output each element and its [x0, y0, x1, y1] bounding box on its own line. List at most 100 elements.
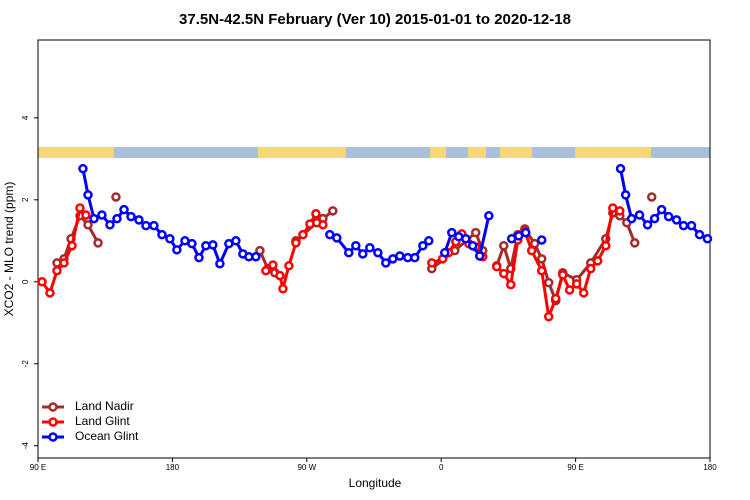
data-point [365, 243, 375, 253]
legend-label: Land Nadir [75, 399, 134, 413]
data-point [585, 263, 596, 274]
data-point [231, 236, 241, 246]
data-point [526, 245, 537, 256]
data-point [615, 206, 625, 216]
data-point [520, 227, 531, 238]
data-point [395, 251, 405, 261]
data-point [558, 270, 568, 280]
data-point [629, 238, 640, 248]
legend-label: Ocean Glint [75, 429, 139, 443]
y-tick-label: 0 [21, 279, 30, 284]
data-point [111, 192, 121, 202]
data-point [440, 247, 450, 258]
data-point [381, 258, 391, 268]
data-point [37, 277, 47, 287]
data-point [467, 240, 478, 251]
data-point [344, 247, 354, 258]
data-point [83, 190, 93, 200]
data-point [119, 204, 129, 215]
legend-marker [48, 417, 58, 427]
data-point [67, 240, 77, 251]
data-point [543, 277, 554, 288]
data-point [251, 252, 261, 262]
data-point [686, 220, 697, 231]
x-tick-label: 90 W [297, 463, 316, 472]
y-tick-label: 4 [21, 115, 30, 120]
data-point [536, 265, 547, 276]
chart-title: 37.5N-42.5N February (Ver 10) 2015-01-01… [179, 11, 571, 28]
data-point [93, 238, 103, 248]
data-point [328, 206, 338, 216]
data-point [601, 240, 611, 251]
data-point [112, 213, 122, 224]
x-axis-label: Longitude [349, 476, 402, 490]
data-point [484, 211, 494, 221]
data-point [620, 190, 631, 200]
data-point [284, 261, 294, 271]
data-point [410, 252, 420, 263]
data-point [506, 279, 516, 290]
data-point [97, 210, 107, 220]
legend-label: Land Glint [75, 414, 130, 428]
x-tick-label: 90 E [30, 463, 46, 472]
y-tick-label: 2 [21, 197, 30, 202]
data-point [571, 279, 582, 289]
data-point [126, 211, 136, 222]
data-point [89, 213, 99, 224]
data-point [275, 270, 285, 281]
map-strip [38, 147, 710, 158]
data-point [52, 265, 62, 276]
data-point [194, 252, 204, 263]
data-point [318, 220, 328, 230]
data-point [671, 215, 682, 225]
y-tick-label: -4 [21, 442, 30, 450]
data-point [157, 229, 167, 240]
data-point [149, 220, 159, 231]
data-point [311, 209, 321, 219]
data-point [550, 293, 561, 304]
data-point [626, 213, 637, 224]
data-point [187, 238, 197, 249]
data-point [165, 234, 175, 244]
data-point [461, 234, 471, 244]
data-point [45, 288, 55, 298]
data-point [278, 284, 288, 294]
data-point [83, 220, 93, 230]
data-point [634, 210, 645, 220]
data-point [656, 204, 667, 215]
y-axis-label: XCO2 - MLO trend (ppm) [2, 182, 16, 317]
data-point [418, 240, 428, 251]
data-point [261, 265, 271, 276]
data-point [208, 240, 218, 250]
data-point [492, 261, 502, 272]
data-point [105, 220, 115, 230]
data-point [59, 258, 69, 268]
data-point [649, 213, 660, 224]
data-point [499, 268, 509, 279]
data-point [578, 288, 589, 298]
data-point [702, 234, 713, 244]
data-point [78, 163, 88, 174]
data-point [172, 245, 182, 255]
data-point [470, 227, 481, 238]
data-point [474, 251, 485, 261]
data-point [81, 210, 91, 220]
data-point [499, 240, 509, 251]
data-point [647, 192, 657, 202]
data-point [215, 259, 225, 269]
data-point [332, 233, 342, 243]
data-point [592, 256, 603, 266]
x-tick-label: 180 [703, 463, 717, 472]
data-point [141, 220, 151, 231]
series-line [40, 204, 621, 323]
data-point [424, 236, 434, 246]
data-point [564, 285, 575, 295]
data-point [642, 220, 653, 230]
data-point [536, 254, 547, 264]
x-tick-label: 90 E [567, 463, 583, 472]
data-point [305, 219, 315, 229]
x-tick-label: 180 [166, 463, 180, 472]
data-point [536, 235, 547, 245]
data-point [255, 245, 265, 256]
